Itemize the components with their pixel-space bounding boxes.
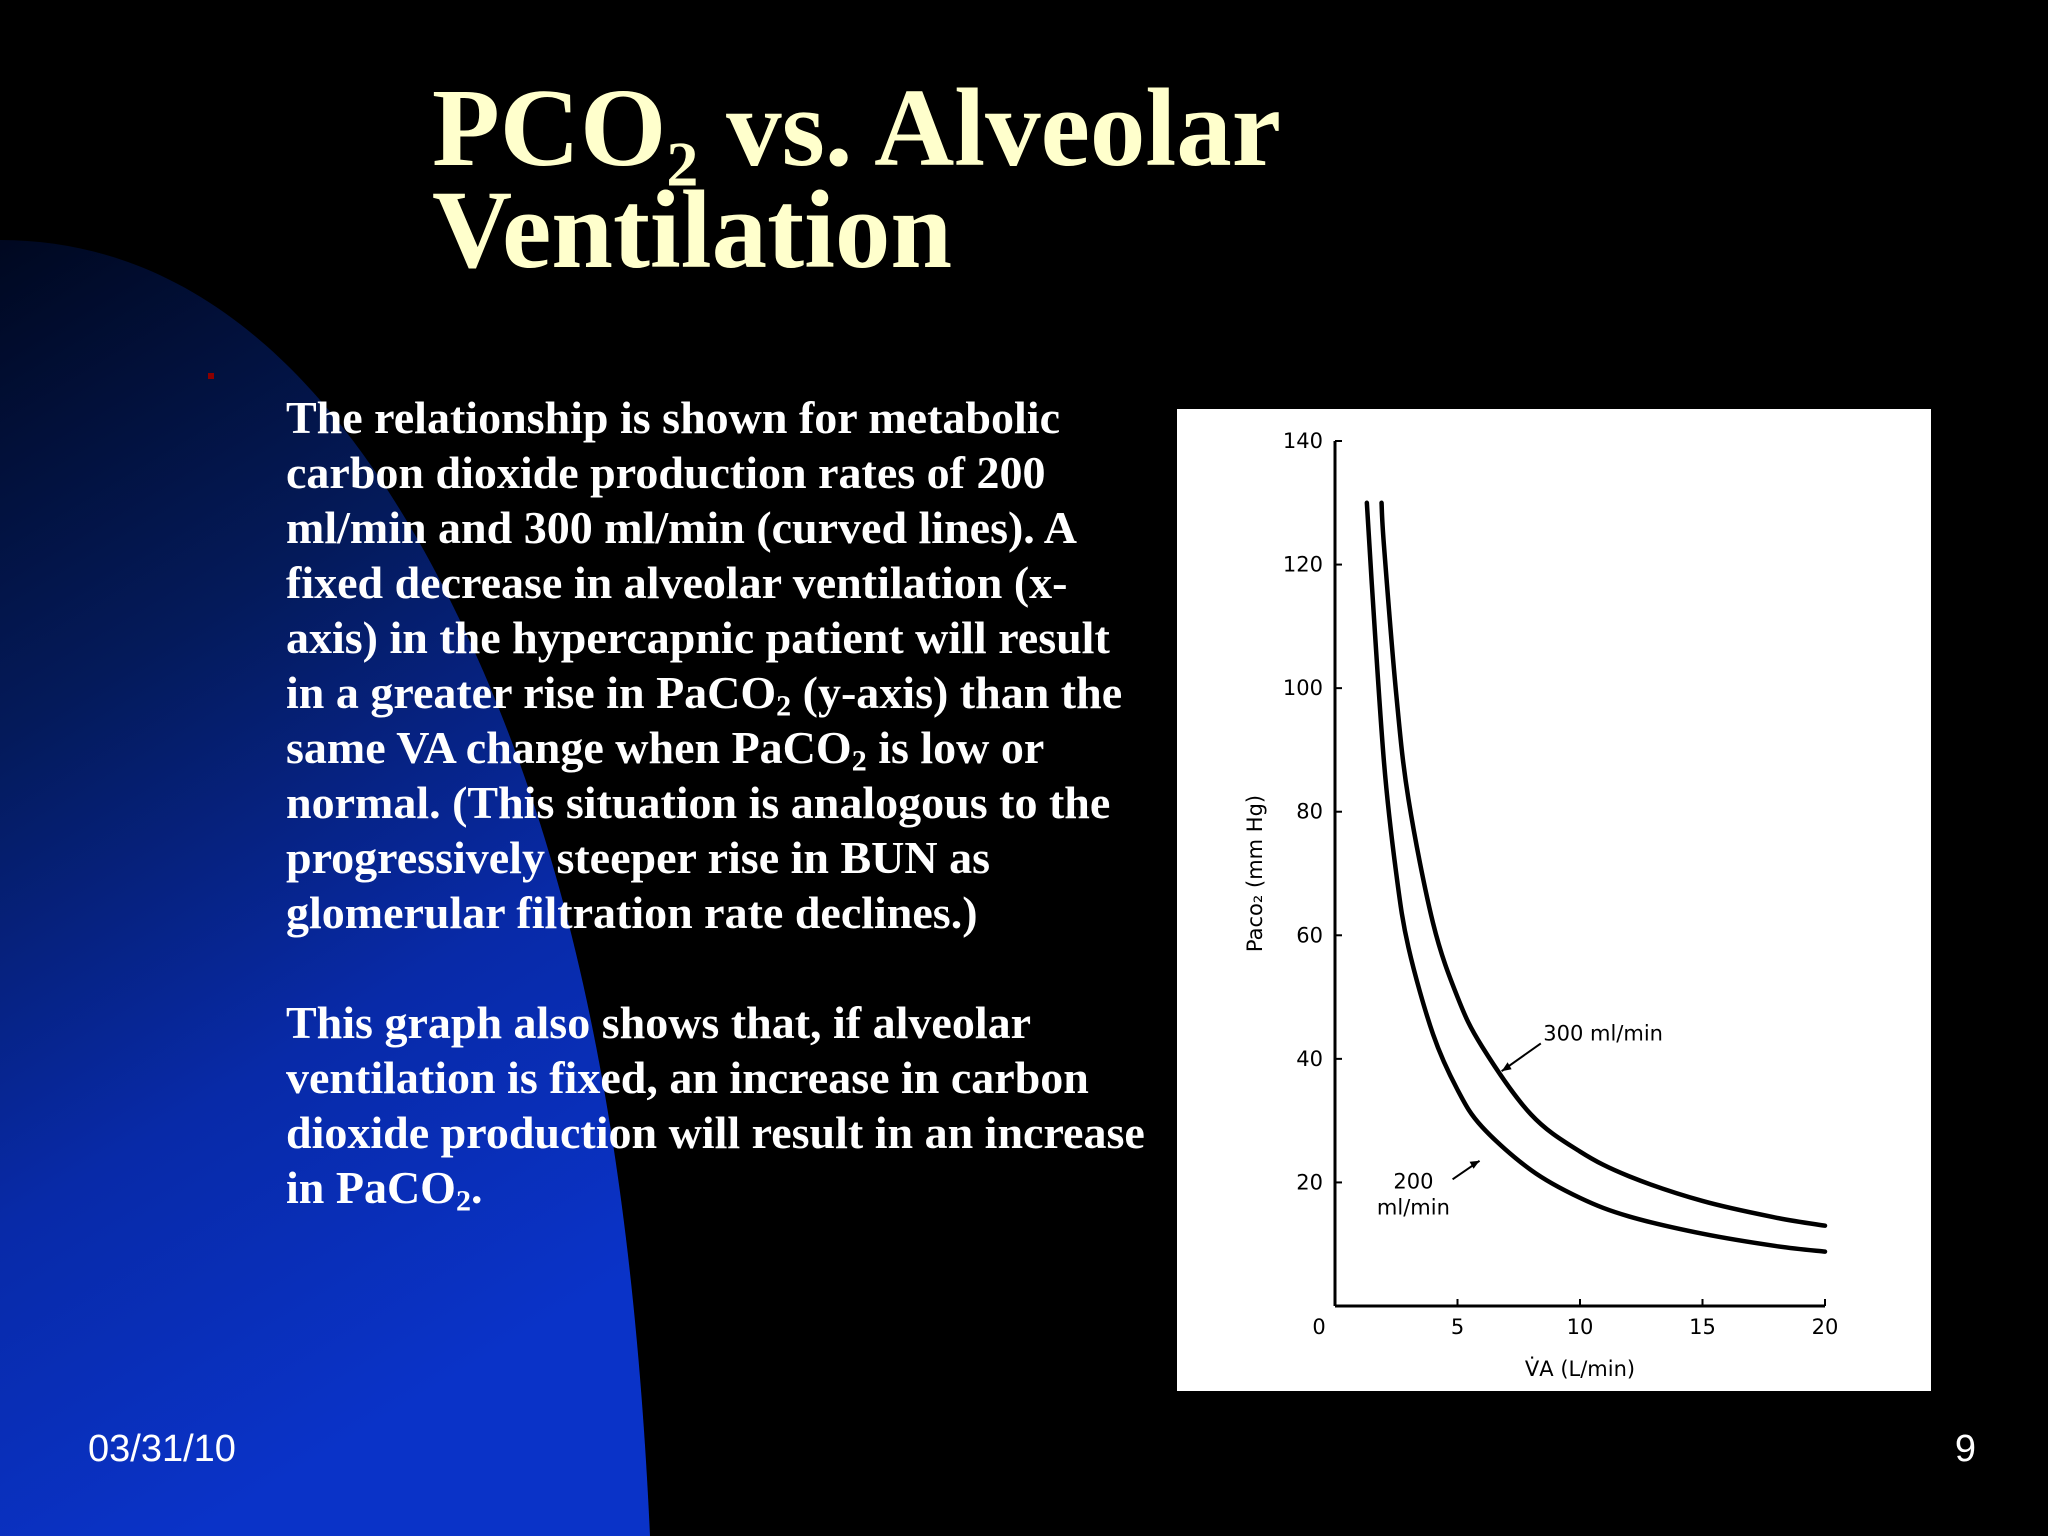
arrowhead-300-ml-min [1501, 1062, 1512, 1072]
curve-200-ml-min [1364, 500, 1828, 1254]
y-tick-label: 120 [1283, 553, 1323, 577]
y-tick-label: 60 [1296, 923, 1323, 947]
paragraph-2: This graph also shows that, if alveolar … [286, 995, 1146, 1218]
x-tick-label: 15 [1689, 1315, 1716, 1339]
p1-sub2: 2 [851, 744, 867, 778]
y-tick-label: 80 [1296, 800, 1323, 824]
x-tick-label: 10 [1567, 1315, 1594, 1339]
paco2-ventilation-chart: 20 40 60 80 100 120 140 0 5 10 15 20 V̇A (L/min) Paco… [1243, 429, 1839, 1381]
p1-part3: is low or normal. (This situation is ana… [286, 722, 1111, 938]
arrowhead-200-ml-min [1469, 1160, 1480, 1169]
p1-sub1: 2 [776, 689, 792, 723]
p2-part2: . [470, 1162, 483, 1213]
y-tick-label: 100 [1283, 676, 1323, 700]
x-tick-label: 0 [1312, 1315, 1325, 1339]
p2-part1: This graph also shows that, if alveolar … [286, 997, 1145, 1213]
y-tick-label: 20 [1296, 1170, 1323, 1194]
label-300-ml-min: 300 ml/min [1543, 1021, 1663, 1045]
title-line2: Ventilation [432, 169, 953, 292]
y-axis-title: Paco₂ (mm Hg) [1243, 795, 1267, 952]
title-line1-prefix: PCO [432, 67, 667, 190]
x-tick-label: 20 [1812, 1315, 1839, 1339]
curve-300-ml-min [1379, 500, 1828, 1228]
p1-part2: (y-axis) than the same VA change when Pa… [286, 667, 1123, 773]
label-ml-min: ml/min [1377, 1196, 1450, 1220]
paragraph-1: The relationship is shown for metabolic … [286, 390, 1146, 940]
chart-panel: 20 40 60 80 100 120 140 0 5 10 15 20 V̇A (L/min) Paco… [1177, 409, 1931, 1391]
y-tick-label: 140 [1283, 429, 1323, 453]
p2-sub1: 2 [455, 1184, 471, 1218]
body-text: The relationship is shown for metabolic … [286, 390, 1146, 1218]
x-tick-label: 5 [1451, 1315, 1464, 1339]
footer-page-number: 9 [1954, 1428, 1976, 1470]
y-tick-label: 40 [1296, 1047, 1323, 1071]
title-line1-suffix: vs. Alveolar [698, 67, 1282, 190]
x-axis-title: V̇A (L/min) [1525, 1356, 1635, 1381]
slide-title: PCO2 vs. Alveolar Ventilation [432, 73, 1632, 286]
bullet-marker [208, 373, 214, 379]
label-200: 200 [1393, 1170, 1433, 1194]
p1-part1: The relationship is shown for metabolic … [286, 392, 1110, 718]
footer-date: 03/31/10 [88, 1428, 236, 1470]
